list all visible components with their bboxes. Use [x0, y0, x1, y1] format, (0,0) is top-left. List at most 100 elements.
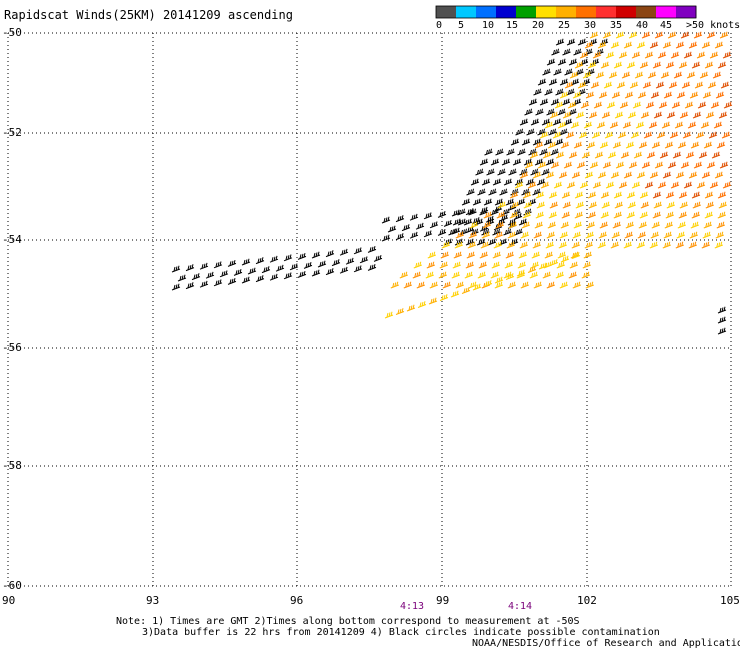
wind-barb [638, 141, 648, 149]
wind-barb [628, 161, 638, 169]
wind-barb [675, 241, 684, 249]
wind-barb [548, 211, 557, 219]
wind-barb [539, 131, 549, 139]
wind-barb [535, 191, 545, 199]
wind-barb [509, 191, 519, 199]
wind-barb [484, 148, 493, 156]
wind-barb [549, 111, 559, 119]
wind-barb [607, 151, 617, 159]
wind-barb [546, 231, 555, 239]
wind-barb [652, 211, 661, 219]
wind-barb [656, 131, 666, 139]
wind-barb [593, 101, 603, 109]
wind-barb [275, 264, 285, 272]
wind-barb [555, 38, 565, 46]
wind-barb [440, 251, 449, 259]
wind-barb [519, 168, 528, 176]
wind-barb [589, 31, 599, 39]
wind-barb [530, 168, 539, 176]
wind-barb [683, 181, 693, 189]
wind-barb [466, 188, 475, 196]
wind-barb [546, 58, 556, 66]
wind-barb [241, 276, 251, 284]
wind-barb [626, 211, 635, 219]
wind-barb [429, 221, 439, 229]
wind-barb [289, 263, 299, 271]
wind-barb [454, 238, 464, 246]
wind-barb [693, 31, 703, 39]
colorbar-label-10: 10 [482, 20, 495, 31]
wind-barb [645, 101, 655, 109]
wind-barb [481, 231, 490, 239]
wind-barb [521, 138, 531, 146]
wind-barb [542, 151, 552, 159]
wind-barb [512, 158, 522, 166]
colorbar-label-25: 25 [558, 20, 571, 31]
wind-barb [613, 191, 623, 199]
wind-barb [533, 88, 542, 96]
wind-barb [325, 250, 335, 258]
wind-barb [651, 141, 661, 149]
wind-barb [566, 181, 576, 189]
wind-barb [587, 61, 597, 69]
wind-barb [537, 128, 546, 136]
wind-barb [505, 251, 514, 259]
wind-barb [683, 51, 693, 59]
wind-barb [670, 181, 680, 189]
wind-barb [691, 61, 701, 69]
wind-barb [717, 191, 727, 199]
wind-barb [617, 131, 627, 139]
wind-barb [480, 241, 489, 249]
wind-barb [630, 131, 640, 139]
wind-barb [517, 261, 526, 269]
wind-barb [213, 279, 223, 287]
wind-barb [648, 121, 658, 129]
wind-barb [700, 121, 710, 129]
wind-barb [670, 51, 680, 59]
wind-barb [505, 198, 515, 206]
wind-barb [513, 212, 523, 220]
wind-barb [684, 101, 694, 109]
wind-barb [517, 148, 526, 156]
wind-barb [537, 78, 547, 86]
wind-barb [639, 191, 649, 199]
wind-barb [459, 228, 468, 236]
wind-barb [560, 221, 569, 229]
wind-barb [597, 41, 607, 49]
wind-barb [691, 191, 701, 199]
wind-barb [542, 68, 551, 76]
wind-barb [561, 211, 570, 219]
wind-barb [711, 151, 721, 159]
wind-barb [519, 171, 529, 179]
wind-barb [559, 128, 568, 136]
wind-barb [713, 121, 723, 129]
wind-barb [492, 228, 501, 236]
wind-barb [569, 261, 578, 269]
wind-barb [563, 118, 573, 126]
wind-barb [529, 271, 538, 279]
wind-barb [492, 178, 502, 186]
wind-barb [472, 198, 482, 206]
wind-barb [601, 111, 611, 119]
wind-barb [581, 151, 591, 159]
wind-barb [692, 201, 701, 209]
wind-barb [597, 241, 606, 249]
wind-barb [695, 131, 705, 139]
wind-barb [599, 221, 608, 229]
wind-barb [718, 111, 728, 119]
wind-barb [479, 224, 489, 232]
wind-barb [688, 241, 697, 249]
wind-barb [510, 201, 519, 209]
wind-barb [521, 221, 530, 229]
wind-barb [468, 231, 477, 239]
note-line-1: Note: 1) Times are GMT 2)Times along bot… [116, 616, 580, 627]
wind-barb [599, 141, 609, 149]
colorbar-swatch [656, 6, 677, 18]
wind-barb [612, 141, 622, 149]
wind-barb [544, 251, 553, 259]
wind-barb [339, 248, 349, 256]
wind-barb [468, 208, 477, 216]
wind-barb [641, 31, 651, 39]
wind-barb [610, 41, 620, 49]
wind-barb [639, 61, 649, 69]
